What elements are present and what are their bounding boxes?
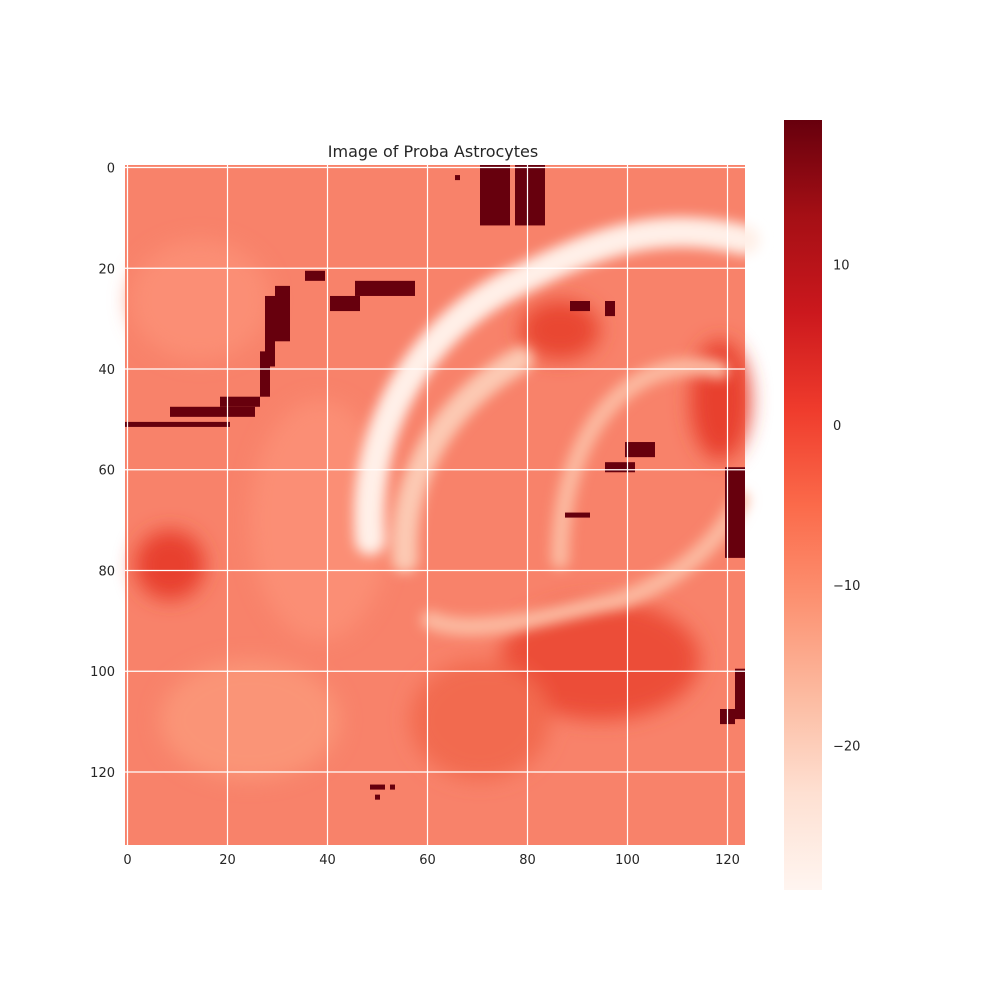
heatmap-texture <box>130 240 750 780</box>
hot-spot <box>605 462 635 473</box>
hot-spot <box>480 165 510 226</box>
hot-spot <box>355 280 415 296</box>
x-tick-label: 60 <box>419 853 436 868</box>
y-tick-label: 60 <box>98 464 115 479</box>
y-tick-label: 20 <box>98 262 115 277</box>
hot-spot <box>455 175 460 181</box>
texture-blob <box>250 400 390 640</box>
y-tick-label: 100 <box>90 665 115 680</box>
chart-title: Image of Proba Astrocytes <box>328 142 538 161</box>
colorbar-tick-label: −20 <box>833 740 860 755</box>
texture-blob <box>520 300 600 360</box>
hot-spot <box>570 301 590 312</box>
colorbar-tick-label: 10 <box>833 258 850 273</box>
colorbar-tick-label: −10 <box>833 579 860 594</box>
heatmap-plot <box>125 165 760 845</box>
bright-streak <box>421 491 749 636</box>
y-tick-label: 40 <box>98 363 115 378</box>
x-tick-label: 100 <box>615 853 640 868</box>
bright-streak <box>551 357 729 569</box>
texture-blob <box>135 530 205 600</box>
hot-spot <box>330 295 360 312</box>
hot-spot <box>265 295 275 367</box>
x-tick-label: 20 <box>219 853 236 868</box>
hot-spot <box>170 406 255 417</box>
x-axis: 0 20 40 60 80 100 120 <box>123 853 740 868</box>
grid-lines <box>125 165 745 845</box>
texture-blob <box>160 660 340 780</box>
x-tick-label: 80 <box>519 853 536 868</box>
hot-spot <box>305 270 325 281</box>
y-tick-label: 80 <box>98 564 115 579</box>
hot-spot <box>735 668 745 720</box>
hot-spot <box>625 442 655 458</box>
hot-spot <box>260 351 270 397</box>
hot-spot <box>125 421 230 427</box>
hot-spot <box>390 784 395 790</box>
y-tick-label: 120 <box>90 766 115 781</box>
hot-spot <box>515 165 545 226</box>
x-tick-label: 0 <box>123 853 131 868</box>
heatmap-bright-region <box>354 217 760 636</box>
colorbar-tick-label: 0 <box>833 419 841 434</box>
x-tick-label: 120 <box>715 853 740 868</box>
texture-blob <box>410 660 550 780</box>
colorbar-ticks: 10 0 −10 −20 <box>833 258 860 754</box>
texture-blob <box>500 600 700 720</box>
bright-streak <box>354 217 760 555</box>
hot-spot <box>370 784 385 790</box>
y-axis: 0 20 40 60 80 100 120 <box>90 162 115 781</box>
y-tick-label: 0 <box>107 162 115 177</box>
hot-spot <box>725 467 745 558</box>
hot-spot <box>375 794 380 800</box>
x-tick-label: 40 <box>319 853 336 868</box>
bright-streak <box>391 347 533 573</box>
hot-spot <box>220 396 260 407</box>
colorbar: 10 0 −10 −20 <box>784 120 860 890</box>
texture-blob <box>130 240 270 360</box>
hot-spot <box>275 285 290 342</box>
colorbar-gradient <box>784 120 822 890</box>
hot-spot <box>605 301 615 317</box>
hot-spot <box>565 512 590 518</box>
